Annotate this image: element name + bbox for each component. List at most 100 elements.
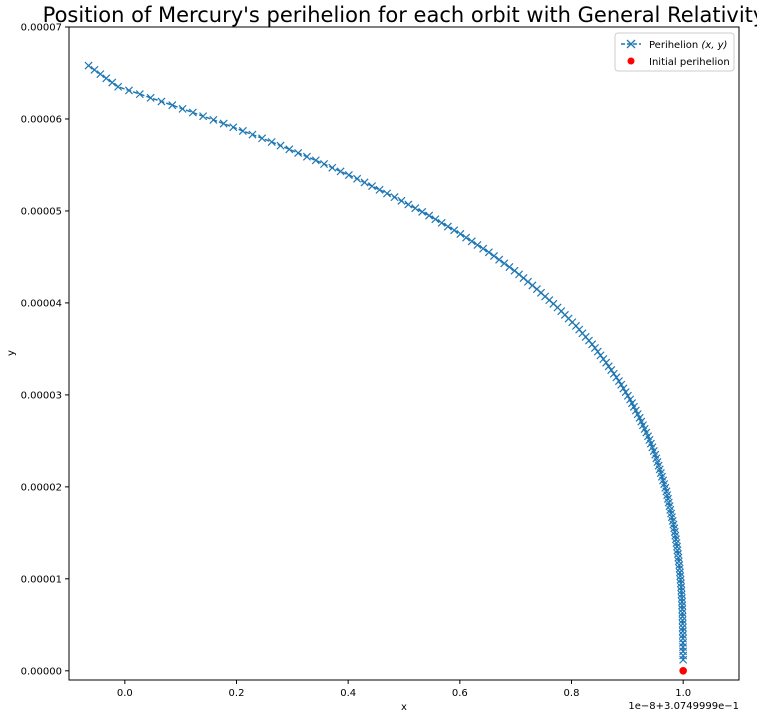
perihelion-point-marker	[178, 104, 187, 113]
perihelion-point-marker	[124, 86, 133, 95]
series-layer	[84, 61, 688, 675]
perihelion-point-marker	[219, 119, 228, 128]
legend-x-marker	[626, 39, 636, 49]
perihelion-point-marker	[467, 237, 476, 246]
perihelion-point-marker	[505, 263, 514, 272]
perihelion-point-marker	[238, 126, 247, 135]
perihelion-point-marker	[677, 583, 686, 592]
y-tick-label: 0.00004	[21, 298, 62, 309]
perihelion-point-marker	[344, 171, 353, 180]
perihelion-point-marker	[604, 362, 613, 371]
y-tick-label: 0.00003	[21, 390, 62, 401]
x-axis-ticks: 0.0 0.2 0.4 0.6 0.8 1.0	[117, 680, 691, 699]
perihelion-point-marker	[248, 130, 257, 139]
perihelion-point-marker	[626, 395, 635, 404]
perihelion-point-marker	[678, 619, 687, 628]
perihelion-point-marker	[617, 380, 626, 389]
perihelion-point-marker	[199, 112, 208, 121]
perihelion-point-marker	[678, 616, 687, 625]
perihelion-point-marker	[677, 590, 686, 599]
perihelion-point-marker	[397, 196, 406, 205]
initial-perihelion-marker	[679, 667, 687, 675]
perihelion-point-marker	[320, 160, 329, 169]
perihelion-point-marker	[209, 115, 218, 124]
x-axis-label: x	[401, 702, 407, 713]
x-tick-label: 0.0	[117, 688, 133, 699]
perihelion-point-marker	[495, 255, 504, 264]
legend-dot-marker	[627, 57, 635, 65]
perihelion-point-marker	[90, 65, 99, 74]
plot-area: 0.0 0.2 0.4 0.6 0.8 1.0 0.00000 0.00001 0.00002…	[21, 23, 740, 699]
perihelion-point-marker	[614, 377, 623, 386]
chart-title: Position of Mercury's perihelion for eac…	[43, 3, 757, 27]
legend: Perihelion (x, y) Initial perihelion	[614, 32, 735, 72]
perihelion-point-marker	[443, 222, 452, 231]
perihelion-point-marker	[621, 388, 630, 397]
perihelion-point-marker	[311, 156, 320, 165]
perihelion-point-marker	[462, 233, 471, 242]
perihelion-point-marker	[609, 369, 618, 378]
y-tick-label: 0.00002	[21, 482, 62, 493]
perihelion-point-marker	[677, 586, 686, 595]
perihelion-point-marker	[114, 82, 123, 91]
perihelion-point-marker	[383, 189, 392, 198]
perihelion-point-marker	[678, 627, 687, 636]
legend-label-perihelion-math: (x, y)	[701, 40, 727, 51]
x-tick-label: 1.0	[675, 688, 691, 699]
perihelion-point-marker	[596, 351, 605, 360]
perihelion-point-marker	[336, 167, 345, 176]
perihelion-point-marker	[276, 141, 285, 150]
perihelion-point-marker	[411, 204, 420, 213]
perihelion-point-marker	[360, 178, 369, 187]
x-tick-label: 0.6	[452, 688, 468, 699]
perihelion-point-marker	[678, 605, 687, 614]
perihelion-point-marker	[500, 259, 509, 268]
perihelion-point-marker	[677, 594, 686, 603]
y-tick-label: 0.00000	[21, 666, 62, 677]
perihelion-point-marker	[102, 74, 111, 83]
perihelion-point-marker	[258, 134, 267, 143]
perihelion-point-marker	[431, 215, 440, 224]
perihelion-point-marker	[328, 163, 337, 172]
perihelion-point-marker	[294, 148, 303, 158]
perihelion-point-marker	[425, 211, 434, 220]
axes-frame	[68, 26, 740, 681]
perihelion-point-marker	[473, 240, 482, 249]
x-tick-label: 0.8	[564, 688, 580, 699]
perihelion-point-marker	[368, 182, 377, 191]
y-tick-label: 0.00001	[21, 574, 62, 585]
perihelion-point-marker	[267, 137, 276, 146]
perihelion-point-marker	[678, 597, 687, 606]
perihelion-point-marker	[489, 251, 499, 261]
y-axis-ticks: 0.00000 0.00001 0.00002 0.00003 0.00004 0.000…	[21, 23, 69, 677]
legend-box	[614, 32, 735, 72]
perihelion-point-marker	[678, 601, 687, 610]
perihelion-point-marker	[108, 78, 117, 87]
perihelion-point-marker	[135, 90, 144, 99]
perihelion-point-marker	[678, 612, 687, 621]
perihelion-point-marker	[678, 634, 687, 643]
perihelion-point-marker	[678, 623, 687, 632]
perihelion-point-marker	[593, 347, 602, 356]
legend-label-perihelion: Perihelion (x, y)	[649, 40, 727, 51]
perihelion-point-marker	[375, 185, 384, 194]
y-tick-label: 0.00005	[21, 206, 62, 217]
perihelion-point-marker	[450, 226, 459, 235]
perihelion-point-marker	[612, 373, 621, 382]
x-axis-offset-label: 1e−8+3.0749999e−1	[628, 701, 739, 712]
perihelion-point-marker	[390, 193, 399, 202]
y-tick-label: 0.00007	[21, 23, 62, 34]
perihelion-point-marker	[590, 343, 599, 353]
perihelion-point-marker	[484, 248, 493, 257]
legend-label-initial: Initial perihelion	[649, 57, 730, 68]
perihelion-point-marker	[188, 108, 197, 117]
perihelion-point-marker	[510, 266, 519, 275]
legend-label-perihelion-text: Perihelion	[649, 40, 701, 51]
x-tick-label: 0.4	[340, 688, 356, 699]
perihelion-point-marker	[96, 70, 105, 79]
perihelion-point-marker	[623, 391, 632, 400]
perihelion-point-marker	[418, 207, 427, 216]
